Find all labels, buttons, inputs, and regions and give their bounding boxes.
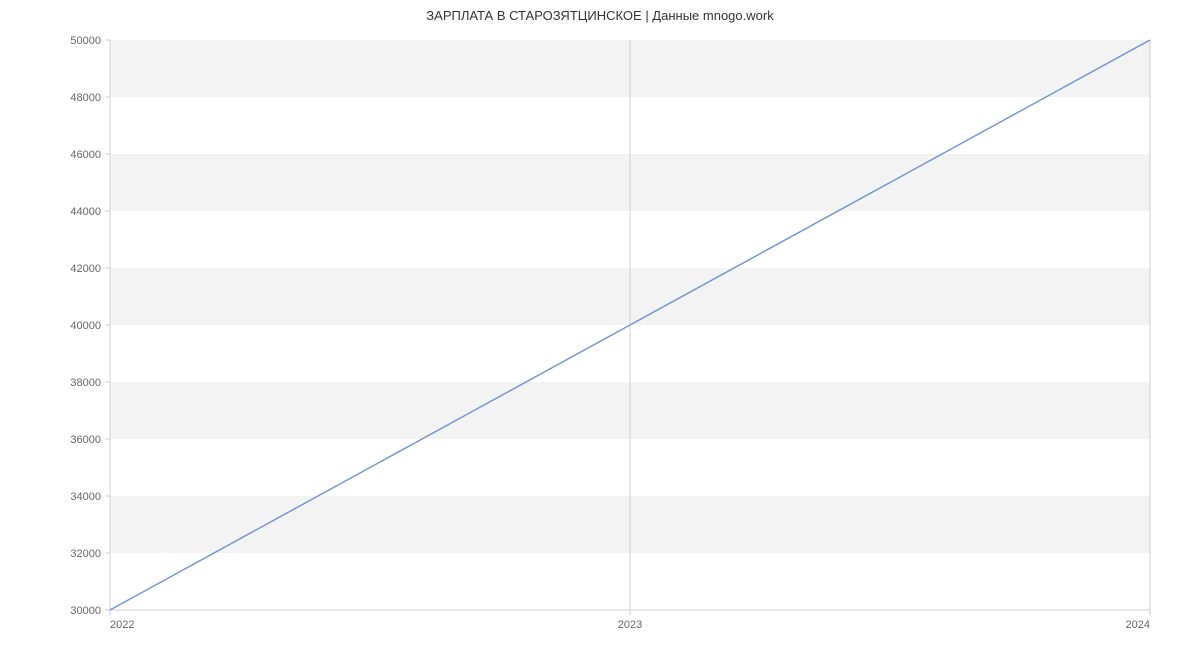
y-tick-label: 46000 (70, 149, 101, 161)
chart-svg: 30000 32000 34000 36000 38000 40000 42000 44000… (0, 0, 1200, 650)
x-tick-label: 2022 (110, 619, 134, 631)
salary-line-chart: ЗАРПЛАТА В СТАРОЗЯТЦИНСКОЕ | Данные mnog… (0, 0, 1200, 650)
y-tick-label: 50000 (70, 35, 101, 47)
y-tick-label: 30000 (70, 605, 101, 617)
y-tick-label: 44000 (70, 206, 101, 218)
y-tick-label: 34000 (70, 491, 101, 503)
y-tick-label: 38000 (70, 377, 101, 389)
y-tick-label: 40000 (70, 320, 101, 332)
y-tick-label: 42000 (70, 263, 101, 275)
x-tick-label: 2024 (1126, 619, 1150, 631)
y-tick-label: 36000 (70, 434, 101, 446)
y-tick-label: 32000 (70, 548, 101, 560)
x-tick-label: 2023 (618, 619, 642, 631)
y-tick-label: 48000 (70, 92, 101, 104)
